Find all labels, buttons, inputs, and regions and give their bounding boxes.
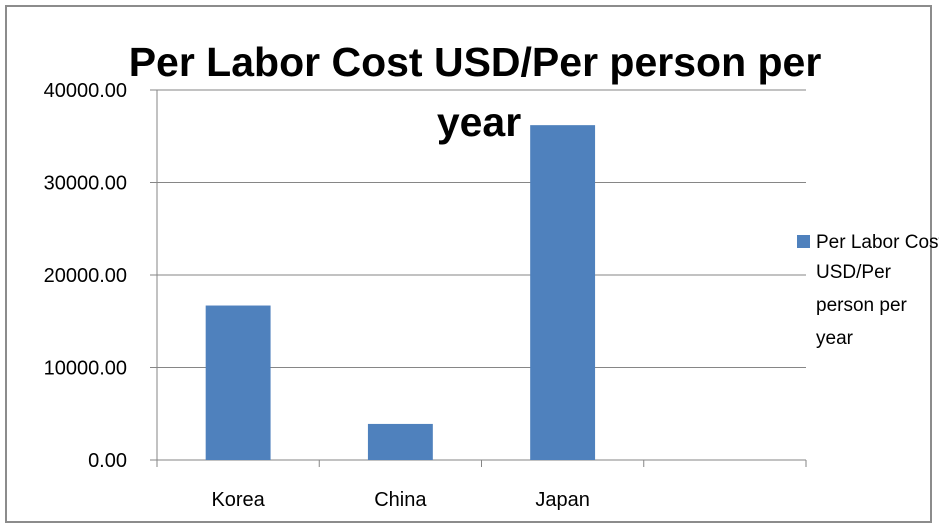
legend-line-1: Per Labor Cost	[816, 232, 939, 253]
bars	[205, 125, 596, 461]
bar-japan	[530, 125, 596, 461]
x-tick-labels: Korea China Japan	[211, 489, 589, 511]
x-tick-label: China	[374, 489, 427, 511]
chart-title-line-1: Per Labor Cost USD/Per person per	[129, 39, 822, 85]
chart-title-line-2: year	[437, 99, 521, 145]
y-tick-label: 40000.00	[44, 80, 127, 102]
legend: Per Labor Cost USD/Per person per year	[797, 232, 939, 349]
y-tick-labels: 0.00 10000.00 20000.00 30000.00 40000.00	[44, 80, 127, 472]
chart-frame	[5, 5, 932, 523]
x-tick-label: Korea	[211, 489, 265, 511]
legend-swatch	[797, 235, 810, 248]
y-tick-label: 20000.00	[44, 265, 127, 287]
legend-line-3: person per	[816, 295, 908, 316]
legend-line-2: USD/Per	[816, 262, 892, 283]
y-tick-label: 0.00	[88, 450, 127, 472]
y-tick-label: 30000.00	[44, 173, 127, 195]
bar-korea	[205, 305, 271, 460]
y-tick-label: 10000.00	[44, 358, 127, 380]
x-tick-label: Japan	[535, 489, 590, 511]
legend-line-4: year	[816, 328, 854, 349]
bar-china	[367, 423, 433, 460]
